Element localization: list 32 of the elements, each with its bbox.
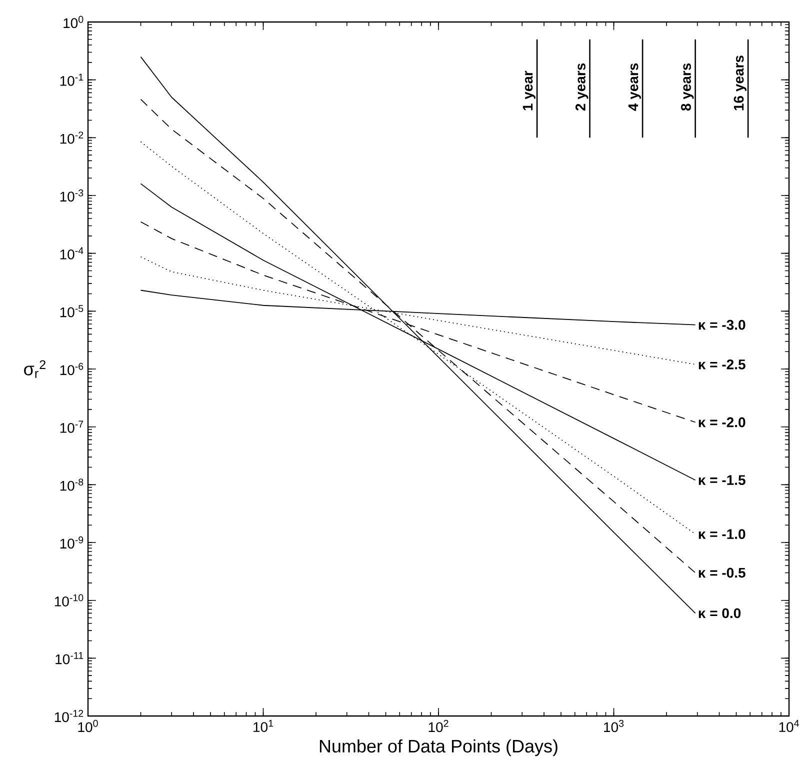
y-tick-label: 10$^{-11}$ xyxy=(56,652,84,664)
y-tick-label: 10$^{-1}$ xyxy=(60,74,84,86)
series-label: κ = -1.5 xyxy=(698,475,746,485)
x-tick-label: 10$^{3}$ xyxy=(604,720,624,732)
x-axis-title: Number of Data Points (Days) xyxy=(320,739,558,756)
y-tick-label: 10$^{-12}$ xyxy=(54,710,84,722)
x-tick-label: 10$^{0}$ xyxy=(78,720,98,732)
ref-line-label: 8 years xyxy=(681,63,694,111)
y-tick-label: 10$^{-2}$ xyxy=(60,132,84,144)
y-tick-label: 10$^{-8}$ xyxy=(60,478,84,491)
y-tick-label: 10$^{-5}$ xyxy=(60,305,84,318)
ref-line-label: 1 year xyxy=(522,70,536,110)
x-tick-label: 10$^{2}$ xyxy=(428,720,448,732)
series-label: κ = -2.5 xyxy=(698,359,746,370)
x-tick-label: 10$^{1}$ xyxy=(254,720,274,732)
series-label: κ = -1.0 xyxy=(698,529,746,540)
series-label: κ = 0.0 xyxy=(698,608,741,618)
y-tick-label: 10$^{-7}$ xyxy=(60,420,84,433)
y-tick-label: 10$^{0}$ xyxy=(64,16,84,28)
y-tick-label: 10$^{-6}$ xyxy=(60,362,84,376)
series-label: κ = -3.0 xyxy=(698,320,746,330)
y-axis-title: σ$_{r}$2 xyxy=(24,360,46,378)
series-label: κ = -2.0 xyxy=(698,417,746,428)
ref-line-label: 2 years xyxy=(576,63,588,111)
y-tick-label: 10$^{-4}$ xyxy=(60,247,84,260)
ref-line-label: 4 years xyxy=(628,63,641,111)
y-tick-label: 10$^{-3}$ xyxy=(60,189,84,202)
y-tick-label: 10$^{-10}$ xyxy=(54,594,84,606)
y-tick-label: 10$^{-9}$ xyxy=(60,536,84,549)
series-label: κ = -0.5 xyxy=(698,568,746,578)
x-tick-label: 10$^{4}$ xyxy=(779,720,799,732)
ref-line-label: 16 years xyxy=(734,56,746,110)
